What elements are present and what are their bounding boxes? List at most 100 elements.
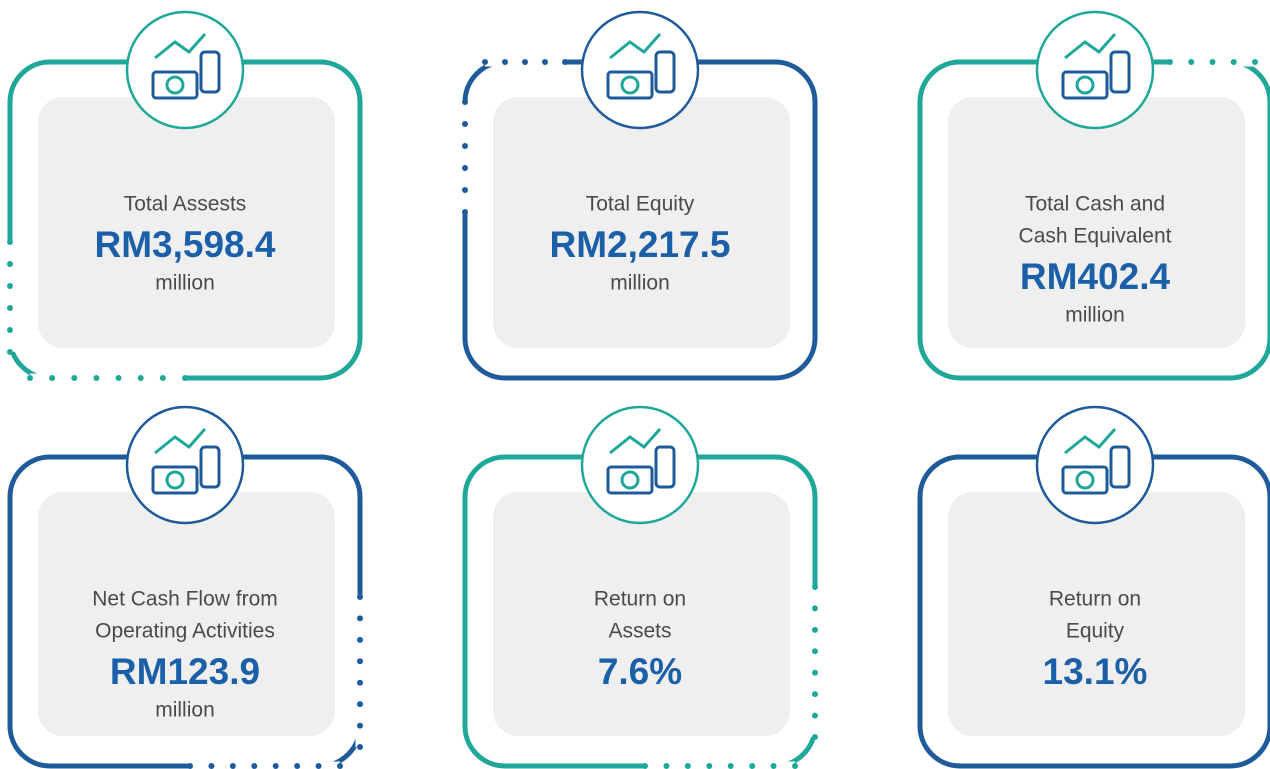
icon-coin	[1075, 470, 1095, 490]
frame-dot	[137, 375, 144, 381]
icon-arrow	[609, 428, 662, 455]
icon-circle	[580, 405, 700, 525]
frame-dot	[357, 594, 363, 600]
icon-coin	[1075, 75, 1095, 95]
icon-arrow	[609, 33, 662, 60]
frame-dot	[7, 261, 13, 267]
frame-dot	[502, 59, 508, 65]
icon-circle	[125, 405, 245, 525]
frame-dot	[462, 165, 468, 171]
icon-stack	[1109, 50, 1131, 94]
card-label: Return on	[594, 588, 686, 611]
frame-dot	[1252, 59, 1258, 65]
frame-dot	[749, 763, 756, 769]
frame-dot	[357, 744, 363, 750]
frame-dot	[792, 763, 798, 769]
icon-stack	[1109, 445, 1131, 489]
frame-dot	[229, 763, 236, 769]
frame-dot	[770, 763, 777, 769]
frame-dot	[357, 658, 363, 665]
card-label: Return on	[1049, 588, 1141, 611]
frame-dot	[542, 59, 548, 65]
card-value: 13.1%	[1043, 651, 1148, 692]
frame-dot	[7, 349, 13, 355]
frame-dot	[642, 763, 648, 769]
icon-arrow	[154, 33, 207, 60]
frame-dot	[812, 605, 818, 612]
card-label: Net Cash Flow from	[92, 588, 278, 611]
card: Net Cash Flow from Operating Activities RM…	[7, 405, 365, 769]
frame-dot	[1188, 59, 1195, 65]
card-value: RM402.4	[1020, 256, 1171, 297]
card-label: Assets	[608, 620, 671, 643]
icon-coin	[165, 470, 185, 490]
frame-dot	[208, 763, 215, 769]
frame-dot	[251, 763, 258, 769]
card-label: Operating Activities	[95, 620, 275, 643]
icon-arrow	[1064, 33, 1117, 60]
card-panel	[493, 492, 790, 736]
frame-dot	[115, 375, 122, 381]
card: Return on Equity 13.1%	[917, 405, 1270, 769]
frame-dot	[562, 59, 568, 65]
frame-dot	[357, 636, 363, 643]
card-value: RM3,598.4	[95, 224, 276, 265]
frame-dot	[357, 722, 363, 729]
frame-dot	[272, 763, 279, 769]
card-label: Cash Equivalent	[1019, 225, 1172, 248]
card-panel	[493, 97, 790, 348]
frame-dot	[49, 375, 56, 381]
card-label: Total Cash and	[1025, 193, 1165, 216]
frame-dot	[294, 763, 301, 769]
frame-dot	[187, 763, 193, 769]
icon-circle	[1035, 405, 1155, 525]
frame-dot	[27, 375, 33, 381]
frame-dot	[522, 59, 528, 65]
card-label: Total Equity	[586, 193, 695, 216]
frame-dot	[7, 239, 13, 245]
frame-dot	[357, 701, 363, 708]
frame-dot	[812, 712, 818, 719]
frame-dot	[462, 99, 468, 105]
frame-dot	[7, 305, 13, 311]
icon-circle	[1035, 10, 1155, 130]
card-unit: million	[155, 272, 215, 295]
icon-coin	[165, 75, 185, 95]
frame-dot	[7, 327, 13, 333]
icon-stack	[654, 50, 676, 94]
frame-dot	[357, 679, 363, 686]
icon-arrow	[1064, 428, 1117, 455]
frame-dot	[727, 763, 734, 769]
frame-dot	[71, 375, 78, 381]
frame-dot	[462, 121, 468, 127]
icon-coin	[620, 470, 640, 490]
icon-arrow	[154, 428, 207, 455]
frame-dot	[812, 669, 818, 676]
card-value: RM2,217.5	[550, 224, 731, 265]
icon-circle	[125, 10, 245, 130]
frame-dot	[1230, 59, 1237, 65]
card: Total Cash and Cash Equivalent RM402.4 mill…	[917, 10, 1270, 381]
card-panel	[38, 97, 335, 348]
frame-dot	[1209, 59, 1216, 65]
frame-dot	[812, 691, 818, 698]
card: Return on Assets 7.6%	[462, 405, 820, 769]
card-panel	[948, 492, 1245, 736]
card: Total Assests RM3,598.4 million	[5, 10, 363, 383]
icon-stack	[654, 445, 676, 489]
icon-stack	[199, 445, 221, 489]
frame-dot	[812, 626, 818, 633]
card-label: Total Assests	[124, 193, 247, 216]
card-panel	[948, 97, 1245, 348]
frame-dot	[663, 763, 670, 769]
frame-dot	[706, 763, 713, 769]
card-value: 7.6%	[598, 651, 682, 692]
card-panel	[38, 492, 335, 736]
frame-dot	[462, 209, 468, 215]
frame-dot	[93, 375, 100, 381]
frame-dot	[462, 143, 468, 149]
frame-dot	[357, 615, 363, 622]
icon-circle	[580, 10, 700, 130]
frame-dot	[812, 734, 818, 740]
card-unit: million	[610, 272, 670, 295]
